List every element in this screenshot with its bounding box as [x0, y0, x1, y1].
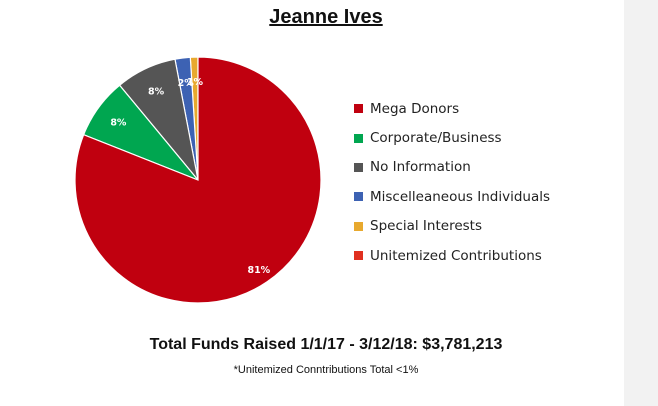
data-label-corporate-business: 8% — [110, 118, 127, 129]
legend-item-miscelleaneous-individuals: Miscelleaneous Individuals — [354, 182, 550, 211]
legend-item-special-interests: Special Interests — [354, 212, 550, 241]
pie-slices — [74, 56, 322, 304]
legend-item-corporate-business: Corporate/Business — [354, 123, 550, 152]
legend-swatch — [354, 133, 363, 143]
data-label-no-information: 8% — [148, 86, 165, 97]
legend-item-mega-donors: Mega Donors — [354, 94, 550, 123]
legend-swatch — [354, 162, 363, 172]
legend-label: Unitemized Contributions — [370, 247, 542, 264]
footnote: *Unitemized Conntributions Total <1% — [233, 364, 419, 376]
data-label-miscelleaneous-individuals: 2% — [178, 78, 195, 89]
pie-data-labels: 1%2% 8% 8% 81% — [110, 77, 270, 276]
legend-label: No Information — [370, 159, 471, 176]
data-label-mega-donors: 81% — [247, 265, 270, 276]
chart-title: Jeanne Ives — [269, 6, 383, 28]
legend-swatch — [354, 192, 363, 202]
legend-label: Mega Donors — [370, 100, 460, 117]
legend-label: Miscelleaneous Individuals — [370, 188, 551, 205]
legend-item-unitemized-contributions: Unitemized Contributions — [354, 241, 550, 270]
total-funds-raised: Total Funds Raised 1/1/17 - 3/12/18: $3,… — [149, 336, 503, 353]
pie-slice-mega-donors — [74, 56, 322, 304]
legend-swatch — [354, 104, 363, 114]
legend-label: Corporate/Business — [370, 130, 502, 147]
legend-swatch — [354, 251, 363, 261]
legend-item-no-information: No Information — [354, 153, 550, 182]
legend-swatch — [354, 221, 363, 231]
data-label-special-interests: 1% — [187, 77, 204, 88]
legend-label: Special Interests — [370, 218, 482, 235]
legend: Mega Donors Corporate/Business No Informat… — [354, 94, 550, 270]
chart-card: Jeanne Ives 1% 2% 8% 8% 81% Mega Donors Corpo… — [0, 0, 624, 406]
